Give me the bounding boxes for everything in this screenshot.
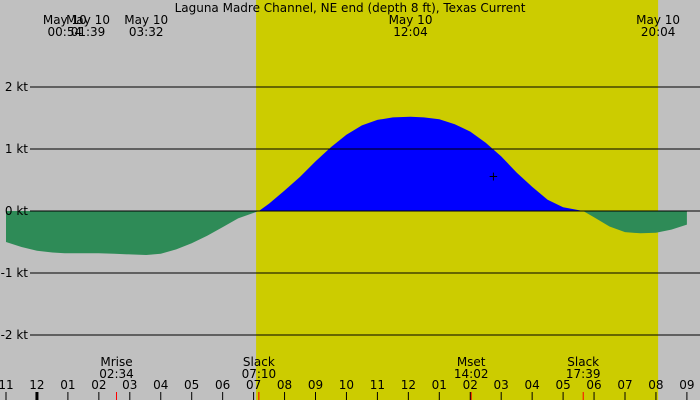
x-tick-label-18: 05 bbox=[555, 378, 570, 392]
bottom-event-time-1: 07:10 bbox=[242, 367, 277, 381]
x-tick-label-16: 03 bbox=[494, 378, 509, 392]
x-tick-label-4: 03 bbox=[122, 378, 137, 392]
current-marker-symbol: + bbox=[488, 170, 498, 184]
y-gridlines bbox=[30, 86, 700, 336]
x-tick-label-21: 08 bbox=[648, 378, 663, 392]
x-tick-label-15: 02 bbox=[463, 378, 478, 392]
ebb-area-0 bbox=[6, 211, 259, 255]
x-tick-label-10: 09 bbox=[308, 378, 323, 392]
top-event-time-3: 12:04 bbox=[393, 25, 428, 39]
bottom-event-label-2: Mset bbox=[457, 355, 486, 369]
x-tick-labels: 11 12 01 02 03 04 05 06 07 08 09 10 11 12 01 02 03 04 05 06… bbox=[0, 378, 695, 400]
flood-area-1 bbox=[258, 116, 584, 211]
x-tick-label-13: 12 bbox=[401, 378, 416, 392]
y-tick-label-4: 2 kt bbox=[5, 80, 28, 94]
y-tick-label-3: 1 kt bbox=[5, 142, 28, 156]
current-time-marker: + bbox=[488, 170, 498, 184]
top-event-date-4: May 10 bbox=[636, 13, 680, 27]
bottom-event-label-1: Slack bbox=[243, 355, 275, 369]
current-area-layer bbox=[6, 116, 687, 255]
bottom-event-time-2: 14:02 bbox=[454, 367, 489, 381]
x-tick-label-17: 04 bbox=[525, 378, 540, 392]
x-tick-label-12: 11 bbox=[370, 378, 385, 392]
y-tick-label-1: -1 kt bbox=[1, 266, 29, 280]
y-tick-label-2: 0 kt bbox=[5, 204, 28, 218]
bottom-event-time-3: 17:39 bbox=[566, 367, 601, 381]
x-tick-label-22: 09 bbox=[679, 378, 694, 392]
x-tick-label-20: 07 bbox=[617, 378, 632, 392]
x-tick-label-3: 02 bbox=[91, 378, 106, 392]
top-event-date-2: May 10 bbox=[124, 13, 168, 27]
x-tick-label-0: 11 bbox=[0, 378, 14, 392]
top-event-date-3: May 10 bbox=[389, 13, 433, 27]
top-event-time-2: 03:32 bbox=[129, 25, 164, 39]
ebb-area-2 bbox=[583, 211, 687, 234]
top-event-date-1: May 10 bbox=[66, 13, 110, 27]
top-event-time-0: 00:54 bbox=[48, 25, 83, 39]
x-tick-label-19: 06 bbox=[586, 378, 601, 392]
x-tick-label-2: 01 bbox=[60, 378, 75, 392]
x-tick-label-1: 12 bbox=[29, 378, 44, 392]
y-tick-label-0: -2 kt bbox=[1, 328, 29, 342]
bottom-event-label-3: Slack bbox=[567, 355, 599, 369]
x-tick-label-11: 10 bbox=[339, 378, 354, 392]
x-tick-label-8: 07 bbox=[246, 378, 261, 392]
top-event-time-4: 20:04 bbox=[641, 25, 676, 39]
x-tick-label-6: 05 bbox=[184, 378, 199, 392]
top-event-date-0: May 10 bbox=[43, 13, 87, 27]
chart-title: Laguna Madre Channel, NE end (depth 8 ft… bbox=[175, 1, 526, 15]
bottom-event-label-0: Mrise bbox=[100, 355, 132, 369]
x-tick-label-14: 01 bbox=[432, 378, 447, 392]
bottom-event-time-0: 02:34 bbox=[99, 367, 134, 381]
x-tick-label-7: 06 bbox=[215, 378, 230, 392]
top-event-time-1: 01:39 bbox=[71, 25, 106, 39]
x-tick-label-9: 08 bbox=[277, 378, 292, 392]
x-tick-label-5: 04 bbox=[153, 378, 168, 392]
y-tick-labels: -2 kt -1 kt 0 kt 1 kt 2 kt bbox=[1, 80, 29, 342]
